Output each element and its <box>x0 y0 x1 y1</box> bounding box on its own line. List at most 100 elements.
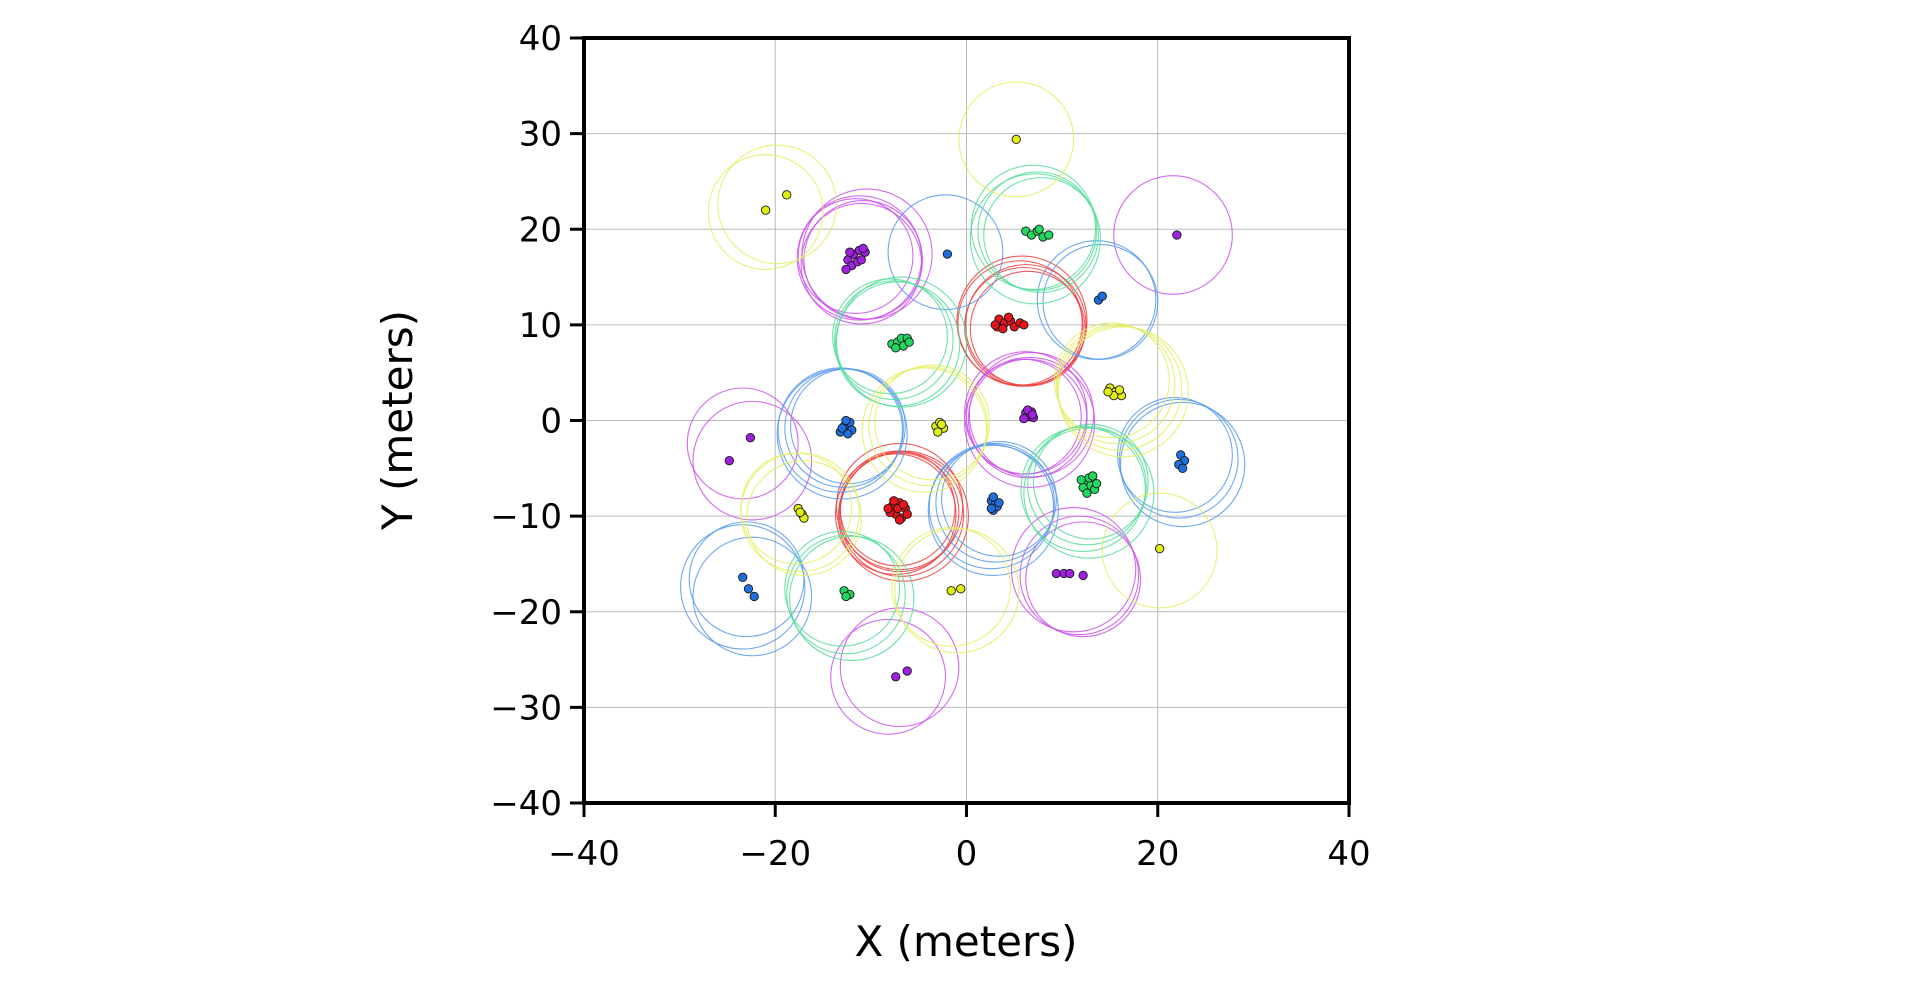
detection-ring <box>692 536 813 657</box>
y-tick-label: −20 <box>490 593 562 633</box>
data-point <box>1051 568 1062 579</box>
x-tick-label: −20 <box>739 834 811 874</box>
x-tick-label: 20 <box>1136 834 1179 874</box>
data-points <box>724 134 1190 682</box>
data-point <box>795 507 805 517</box>
data-point <box>1076 475 1086 485</box>
data-point <box>858 243 868 254</box>
detection-ring <box>830 618 947 735</box>
data-point <box>902 666 912 676</box>
y-tick-label: 30 <box>519 115 562 155</box>
detection-ring <box>1056 325 1183 451</box>
data-point <box>743 584 754 594</box>
detection-ring <box>941 440 1057 557</box>
data-point <box>889 496 899 506</box>
detection-ring <box>861 367 988 493</box>
detection-ring <box>1010 506 1137 633</box>
y-tick-label: −10 <box>490 497 562 537</box>
data-point <box>837 423 847 433</box>
data-point <box>841 264 851 275</box>
detection-ring <box>786 534 906 655</box>
data-point <box>745 433 756 443</box>
detection-ring <box>789 535 915 662</box>
data-point <box>1114 385 1125 395</box>
y-tick-label: 10 <box>519 306 562 346</box>
data-point <box>1027 410 1038 420</box>
y-tick-label: −40 <box>490 784 562 824</box>
axis-ticks: −40 −20 0 20 40 −40 −30 −20 −10 0 10 20 30 40 <box>490 19 1370 874</box>
detection-ring <box>1053 322 1170 439</box>
detection-ring <box>958 81 1075 198</box>
data-point <box>738 572 748 582</box>
data-point <box>841 591 851 602</box>
data-point <box>841 415 851 426</box>
detection-ring <box>707 154 824 270</box>
detection-ring <box>717 144 837 265</box>
data-point <box>761 205 771 215</box>
detection-ring <box>970 164 1097 291</box>
y-tick-label: 0 <box>540 402 562 442</box>
data-point <box>1177 463 1188 473</box>
data-point <box>1065 568 1075 579</box>
data-point <box>942 249 953 259</box>
y-tick-label: 20 <box>519 210 562 250</box>
detection-ring <box>891 527 1012 647</box>
x-tick-label: 0 <box>956 834 978 874</box>
data-point <box>988 492 998 502</box>
detection-ring <box>832 278 948 395</box>
detection-ring <box>964 351 1088 475</box>
data-point <box>856 255 866 265</box>
data-point <box>1082 488 1092 498</box>
data-point <box>883 503 893 514</box>
data-point <box>1011 134 1021 145</box>
detection-ring <box>964 264 1087 386</box>
detection-ring <box>1101 492 1218 609</box>
detection-ring <box>1027 425 1147 546</box>
detection-ring <box>833 280 954 401</box>
data-point <box>1034 224 1044 234</box>
detection-ring <box>800 202 923 325</box>
detection-ring <box>969 173 1101 305</box>
detection-ring <box>1020 426 1146 553</box>
data-point <box>1091 478 1102 489</box>
x-tick-label: 40 <box>1327 834 1370 874</box>
detection-rings <box>680 81 1246 735</box>
data-point <box>898 499 909 510</box>
detection-ring <box>1019 515 1140 636</box>
detection-ring <box>968 352 1095 478</box>
data-point <box>1103 387 1113 397</box>
detection-ring <box>1113 175 1233 295</box>
detection-ring <box>1057 326 1189 458</box>
data-point <box>994 498 1004 508</box>
data-point <box>1044 230 1054 240</box>
detection-ring <box>894 528 1020 654</box>
detection-ring <box>927 444 1059 576</box>
detection-ring <box>834 453 957 576</box>
detection-ring <box>887 194 1004 311</box>
detection-ring <box>784 530 901 647</box>
data-point <box>946 586 956 596</box>
x-tick-label: −40 <box>548 834 620 874</box>
data-point <box>902 509 912 519</box>
data-point <box>1019 413 1029 424</box>
data-point <box>990 320 1000 330</box>
data-point <box>891 672 901 682</box>
detection-ring <box>838 451 965 577</box>
data-point <box>1078 570 1088 581</box>
data-point <box>936 419 947 429</box>
detection-ring <box>928 443 1055 570</box>
data-point <box>894 515 905 525</box>
detection-ring <box>983 177 1100 293</box>
data-point <box>845 247 855 257</box>
data-point <box>1155 543 1165 554</box>
detection-ring <box>680 524 806 650</box>
detection-ring <box>834 281 961 407</box>
detection-ring <box>686 387 799 500</box>
data-point <box>843 429 853 439</box>
data-point <box>1097 291 1107 301</box>
data-point <box>904 337 914 347</box>
data-point <box>1088 471 1098 481</box>
data-point <box>891 343 901 353</box>
detection-ring <box>1032 423 1149 540</box>
